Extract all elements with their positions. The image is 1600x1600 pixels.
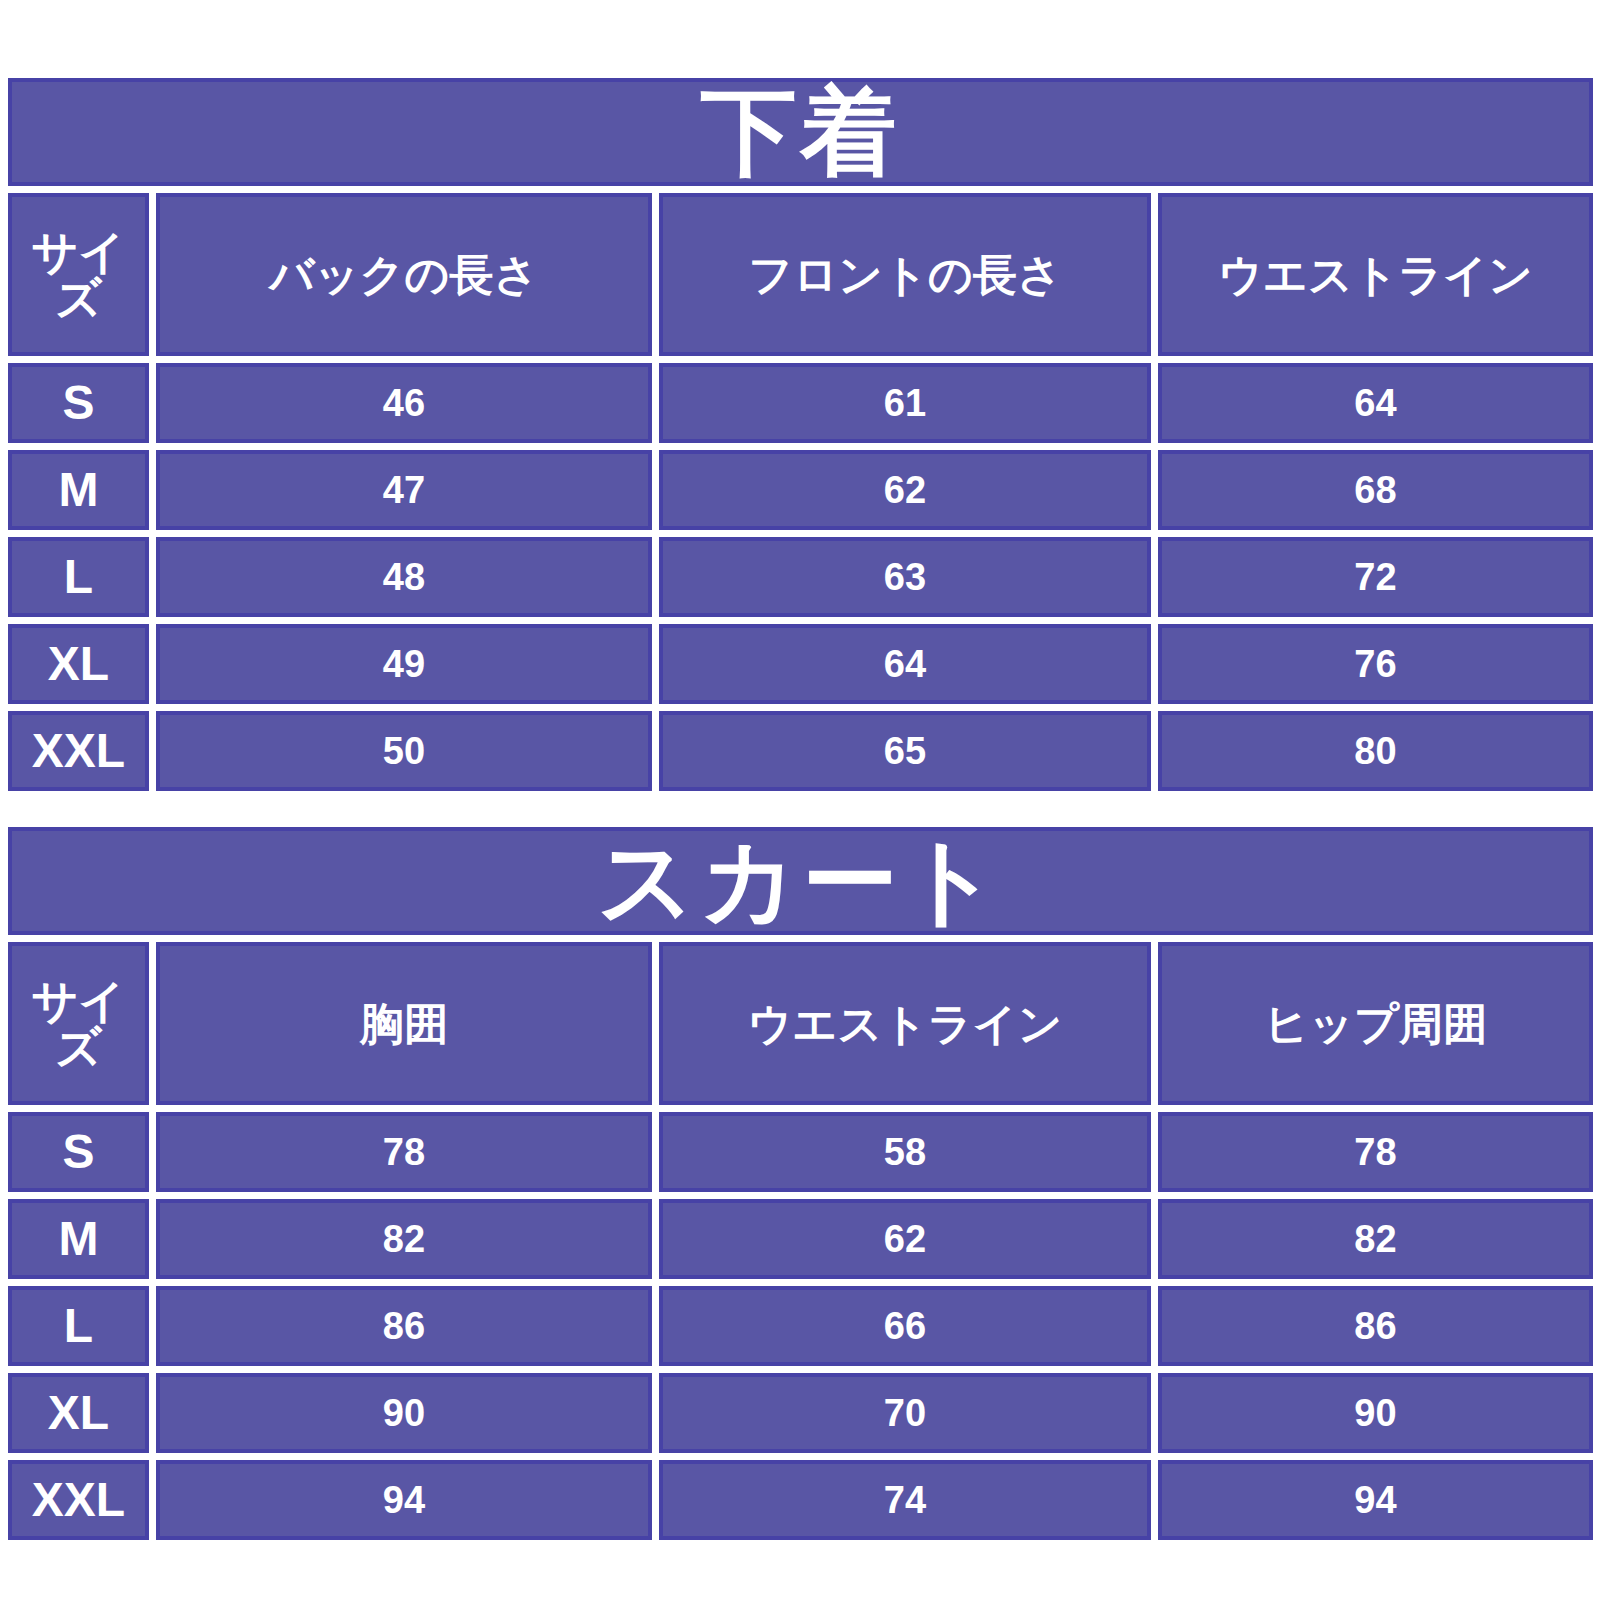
value-cell: 47 <box>156 450 652 530</box>
size-table-skirt: スカート サイズ 胸囲 ウエストライン ヒップ周囲 S 78 58 78 M 8… <box>8 827 1593 1540</box>
size-cell: L <box>8 1286 149 1366</box>
value-cell: 48 <box>156 537 652 617</box>
size-table-underwear: 下着 サイズ バックの長さ フロントの長さ ウエストライン S 46 61 64… <box>8 78 1593 791</box>
size-chart-page: 下着 サイズ バックの長さ フロントの長さ ウエストライン S 46 61 64… <box>0 0 1600 1540</box>
size-cell: S <box>8 1112 149 1192</box>
value-cell: 94 <box>1158 1460 1593 1540</box>
value-cell: 76 <box>1158 624 1593 704</box>
value-cell: 63 <box>659 537 1151 617</box>
value-cell: 64 <box>659 624 1151 704</box>
size-cell: S <box>8 363 149 443</box>
value-cell: 50 <box>156 711 652 791</box>
value-cell: 72 <box>1158 537 1593 617</box>
value-cell: 80 <box>1158 711 1593 791</box>
table-title: 下着 <box>8 78 1593 186</box>
column-header-back-length: バックの長さ <box>156 193 652 356</box>
value-cell: 78 <box>1158 1112 1593 1192</box>
size-cell: M <box>8 450 149 530</box>
table-title: スカート <box>8 827 1593 935</box>
column-header-front-length: フロントの長さ <box>659 193 1151 356</box>
value-cell: 66 <box>659 1286 1151 1366</box>
size-cell: XXL <box>8 711 149 791</box>
value-cell: 62 <box>659 450 1151 530</box>
column-header-hip: ヒップ周囲 <box>1158 942 1593 1105</box>
value-cell: 90 <box>156 1373 652 1453</box>
value-cell: 61 <box>659 363 1151 443</box>
column-header-size: サイズ <box>8 193 149 356</box>
value-cell: 82 <box>1158 1199 1593 1279</box>
value-cell: 78 <box>156 1112 652 1192</box>
value-cell: 86 <box>156 1286 652 1366</box>
value-cell: 86 <box>1158 1286 1593 1366</box>
value-cell: 49 <box>156 624 652 704</box>
column-header-waistline: ウエストライン <box>1158 193 1593 356</box>
value-cell: 58 <box>659 1112 1151 1192</box>
column-header-waistline: ウエストライン <box>659 942 1151 1105</box>
value-cell: 74 <box>659 1460 1151 1540</box>
value-cell: 82 <box>156 1199 652 1279</box>
value-cell: 65 <box>659 711 1151 791</box>
column-header-bust: 胸囲 <box>156 942 652 1105</box>
size-cell: XXL <box>8 1460 149 1540</box>
value-cell: 90 <box>1158 1373 1593 1453</box>
value-cell: 68 <box>1158 450 1593 530</box>
size-cell: XL <box>8 624 149 704</box>
size-cell: L <box>8 537 149 617</box>
value-cell: 64 <box>1158 363 1593 443</box>
size-cell: M <box>8 1199 149 1279</box>
value-cell: 46 <box>156 363 652 443</box>
size-cell: XL <box>8 1373 149 1453</box>
column-header-size: サイズ <box>8 942 149 1105</box>
value-cell: 94 <box>156 1460 652 1540</box>
value-cell: 70 <box>659 1373 1151 1453</box>
value-cell: 62 <box>659 1199 1151 1279</box>
